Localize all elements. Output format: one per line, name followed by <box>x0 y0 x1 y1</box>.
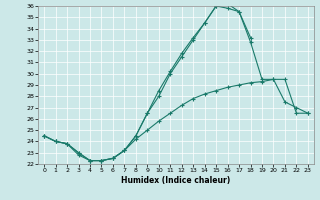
X-axis label: Humidex (Indice chaleur): Humidex (Indice chaleur) <box>121 176 231 185</box>
